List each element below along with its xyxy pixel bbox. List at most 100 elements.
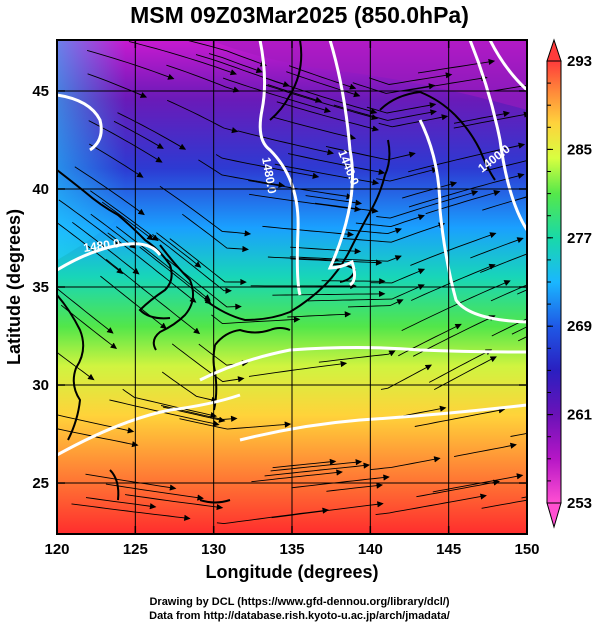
streamline-arrow [110, 342, 118, 350]
streamline [156, 232, 201, 268]
streamline-arrow [242, 246, 249, 253]
x-tick-label: 150 [514, 541, 539, 558]
y-tick-label: 45 [32, 83, 49, 100]
streamline-arrow [376, 501, 384, 508]
x-tick-label: 130 [201, 541, 226, 558]
streamline [152, 234, 231, 292]
streamline [86, 49, 174, 80]
streamline [307, 284, 425, 302]
streamline-arrow [244, 230, 252, 237]
streamline-arrow [425, 364, 433, 371]
streamline-arrow [152, 234, 159, 242]
streamline [352, 82, 435, 94]
x-tick-label: 125 [123, 541, 148, 558]
streamline [90, 190, 159, 241]
streamline-arrow [383, 474, 390, 481]
streamline-arrow [355, 199, 363, 206]
streamline-arrow [375, 259, 383, 266]
streamline-arrow [324, 107, 332, 113]
streamline [453, 113, 527, 129]
streamline-arrow [489, 232, 497, 238]
streamline-arrow [433, 456, 441, 463]
credit-drawing: Drawing by DCL (https://www.gfd-dennou.o… [149, 596, 450, 608]
streamline-arrow [87, 374, 95, 381]
streamline-arrow [278, 181, 286, 188]
streamline-arrow [255, 67, 263, 74]
streamline [375, 495, 486, 516]
streamline [100, 275, 167, 329]
streamline-arrow [408, 151, 416, 158]
streamline [368, 74, 452, 85]
streamline [326, 484, 383, 492]
streamline-arrow [136, 171, 144, 178]
streamline-arrow [194, 261, 202, 268]
streamline-arrow [493, 190, 501, 196]
streamline-arrow [312, 172, 320, 179]
y-tick-label: 25 [32, 475, 49, 492]
streamline [535, 439, 599, 459]
streamline-arrow [149, 503, 157, 510]
streamline-arrow [179, 143, 187, 150]
streamline-arrow [349, 83, 357, 90]
streamline-arrow [216, 504, 224, 511]
streamline-arrow [563, 272, 569, 277]
streamline [428, 349, 492, 383]
streamline-arrow [450, 181, 458, 188]
streamline [272, 460, 336, 469]
streamline [416, 481, 500, 498]
streamline-arrow [489, 356, 497, 362]
streamline [291, 476, 389, 489]
colorbar: 293 285 277 269 261 253 [546, 38, 592, 529]
graticule [57, 40, 527, 534]
streamline [116, 226, 211, 301]
streamline [333, 104, 436, 121]
credit-data: Data from http://database.rish.kyoto-u.a… [149, 610, 450, 622]
streamline [105, 483, 203, 499]
streamline [370, 457, 440, 471]
streamline [315, 202, 378, 212]
streamline-arrow [167, 74, 175, 80]
streamline [401, 280, 510, 332]
streamline-arrow [131, 441, 139, 448]
streamline-arrow [204, 294, 211, 301]
streamline-arrow [503, 110, 511, 117]
streamline-arrow [371, 207, 379, 214]
streamline-arrow [336, 469, 343, 476]
streamline [403, 77, 487, 92]
axis-ticks [56, 40, 528, 534]
streamline [380, 364, 432, 390]
streamline-arrow [388, 350, 396, 357]
streamline-arrow [582, 337, 588, 342]
height-contours [57, 40, 527, 457]
chart-title: MSM 09Z03Mar2025 (850.0hPa) [130, 2, 469, 28]
streamline [267, 256, 338, 261]
streamline-arrow [394, 255, 402, 261]
colorbar-label: 285 [567, 141, 592, 158]
streamline [273, 116, 356, 139]
streamline [128, 41, 237, 75]
streamline [290, 258, 382, 264]
streamline-arrow [140, 92, 148, 98]
streamline-arrow [535, 156, 541, 161]
streamline [262, 225, 354, 236]
streamline-arrow [349, 134, 357, 141]
streamline-arrow [347, 231, 355, 238]
streamline-arrow [354, 248, 362, 255]
streamline [378, 115, 448, 128]
streamline [74, 166, 145, 215]
streamline-arrow [439, 405, 447, 412]
streamline-arrow [230, 415, 238, 422]
streamline [347, 299, 403, 308]
axis-tick-labels: 120 125 130 135 140 145 150 25 30 35 40 45 [32, 83, 539, 558]
streamline-arrow [488, 58, 496, 65]
streamline-arrow [156, 143, 164, 149]
streamline [453, 112, 510, 124]
streamline [159, 185, 251, 235]
streamline [122, 388, 217, 417]
streamline [345, 228, 402, 235]
streamline [408, 174, 524, 208]
streamline-arrow [417, 214, 425, 221]
streamline [57, 414, 134, 432]
streamline [179, 418, 291, 430]
colorbar-label: 293 [567, 53, 592, 70]
